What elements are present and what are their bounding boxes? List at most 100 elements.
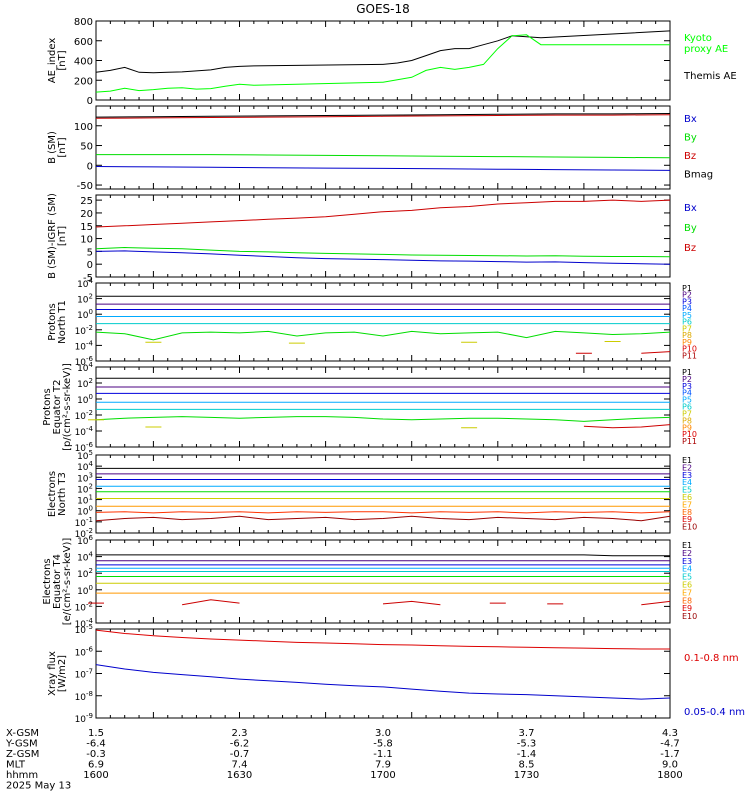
legend-entry: By [684, 132, 697, 143]
y-tick-label: 10-2 [75, 324, 93, 337]
legend-entry: P2 [682, 291, 692, 300]
footer-value: 1630 [227, 770, 252, 781]
y-tick-label: 400 [74, 57, 93, 68]
footer-value: 3.0 [375, 728, 391, 739]
y-tick-label: 10-6 [75, 645, 94, 658]
panel-frame [95, 282, 671, 362]
legend-entry: P5 [682, 396, 692, 405]
y-axis-label-line: [W/m2] [57, 655, 68, 692]
legend-entry: Bx [684, 203, 697, 214]
footer-label: Z-GSM [6, 749, 39, 760]
y-axis-label-line: [nT] [57, 137, 68, 157]
legend-entry: P4 [682, 304, 692, 313]
footer-value: 7.4 [232, 760, 248, 771]
y-axis-label: Electrons Equator T4 [e/(cm²-s-sr-keV)] [42, 538, 73, 626]
footer-value: 7.9 [375, 760, 391, 771]
footer-value: 4.3 [662, 728, 678, 739]
y-tick-label: 5 [87, 247, 93, 258]
y-tick-label: 50 [80, 142, 93, 153]
panel-frame [95, 366, 671, 448]
legend-entry: Kyoto [684, 33, 712, 44]
footer-value: -0.7 [230, 749, 250, 760]
y-tick-label: 20 [80, 209, 93, 220]
legend-entry: P9 [682, 338, 692, 347]
series-bz [95, 114, 671, 119]
y-tick-label: 10-4 [75, 425, 94, 438]
footer-value: 1800 [657, 770, 682, 781]
panel-frame [95, 105, 671, 190]
legend-entry: P8 [682, 331, 692, 340]
y-tick-label: 102 [77, 567, 93, 580]
y-tick-label: 10-4 [75, 339, 94, 352]
footer-value: -6.2 [230, 739, 250, 750]
legend-entry: E1 [682, 456, 692, 465]
legend-entry: E5 [682, 486, 692, 495]
y-tick-label: -5 [83, 273, 93, 284]
footer-label: X-GSM [6, 728, 39, 739]
legend-entry: Bx [684, 114, 697, 125]
series-bz [95, 199, 671, 228]
footer-value: 1600 [83, 770, 108, 781]
footer-value: -4.7 [660, 739, 680, 750]
y-tick-label: 102 [77, 377, 93, 390]
legend-entry: P7 [682, 409, 692, 418]
footer-value: 9.0 [662, 760, 678, 771]
footer-value: -1.4 [517, 749, 537, 760]
y-axis-label-line: AE_index [47, 38, 58, 84]
legend-entry: Themis AE [683, 71, 737, 82]
series-e9 [382, 600, 441, 606]
y-tick-label: -50 [77, 181, 93, 192]
legend-entry: P10 [682, 430, 697, 439]
y-axis-label-line: North T1 [57, 300, 68, 344]
footer-value: 2.3 [232, 728, 248, 739]
legend-entry: E7 [682, 588, 692, 597]
series-by [96, 154, 671, 159]
y-tick-label: 0 [87, 96, 93, 107]
legend-entry: P4 [682, 389, 692, 398]
y-tick-label: 104 [77, 551, 93, 564]
series-e9 [182, 599, 240, 606]
legend-entry: E6 [682, 581, 692, 590]
y-tick-label: 0 [87, 161, 93, 172]
series-0-05-0-4-nm [95, 664, 671, 700]
legend-entry: E9 [682, 604, 692, 613]
footer-value: 3.7 [519, 728, 535, 739]
legend-entry: Bz [684, 151, 696, 162]
y-axis-label: B (SM) [nT] [47, 131, 68, 164]
legend-entry: E4 [682, 565, 692, 574]
legend-entry: P11 [682, 351, 697, 360]
series-e1 [96, 554, 670, 557]
legend-entry: P3 [682, 382, 692, 391]
y-axis-label-line: Equator T2 [52, 380, 63, 435]
y-tick-label: 800 [74, 17, 93, 28]
panel-frame [95, 628, 671, 719]
y-tick-label: 10-2 [75, 600, 93, 613]
y-axis-label-line: Equator T4 [52, 554, 63, 609]
legend-entry: P5 [682, 311, 692, 320]
y-tick-label: 100 [77, 584, 93, 597]
y-axis-label-line: Electrons [42, 558, 53, 604]
series-p7 [95, 416, 671, 422]
legend-entry: E6 [682, 493, 692, 502]
legend-entry: By [684, 223, 697, 234]
series-e9 [641, 600, 671, 606]
footer-value: 1.5 [88, 728, 104, 739]
legend-entry: E9 [682, 515, 692, 524]
legend-entry: P11 [682, 437, 697, 446]
footer-value: 6.9 [88, 760, 104, 771]
legend-entry: 0.1-0.8 nm [684, 653, 739, 664]
legend-entry: E3 [682, 557, 692, 566]
y-axis-label-line: Protons [47, 303, 58, 340]
legend-entry: E2 [682, 549, 692, 558]
y-tick-label: 200 [74, 76, 93, 87]
series-by [95, 246, 671, 258]
